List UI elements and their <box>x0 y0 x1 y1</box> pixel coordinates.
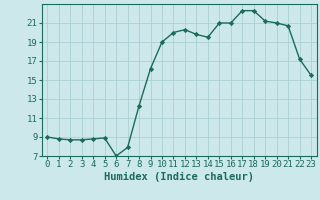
X-axis label: Humidex (Indice chaleur): Humidex (Indice chaleur) <box>104 172 254 182</box>
